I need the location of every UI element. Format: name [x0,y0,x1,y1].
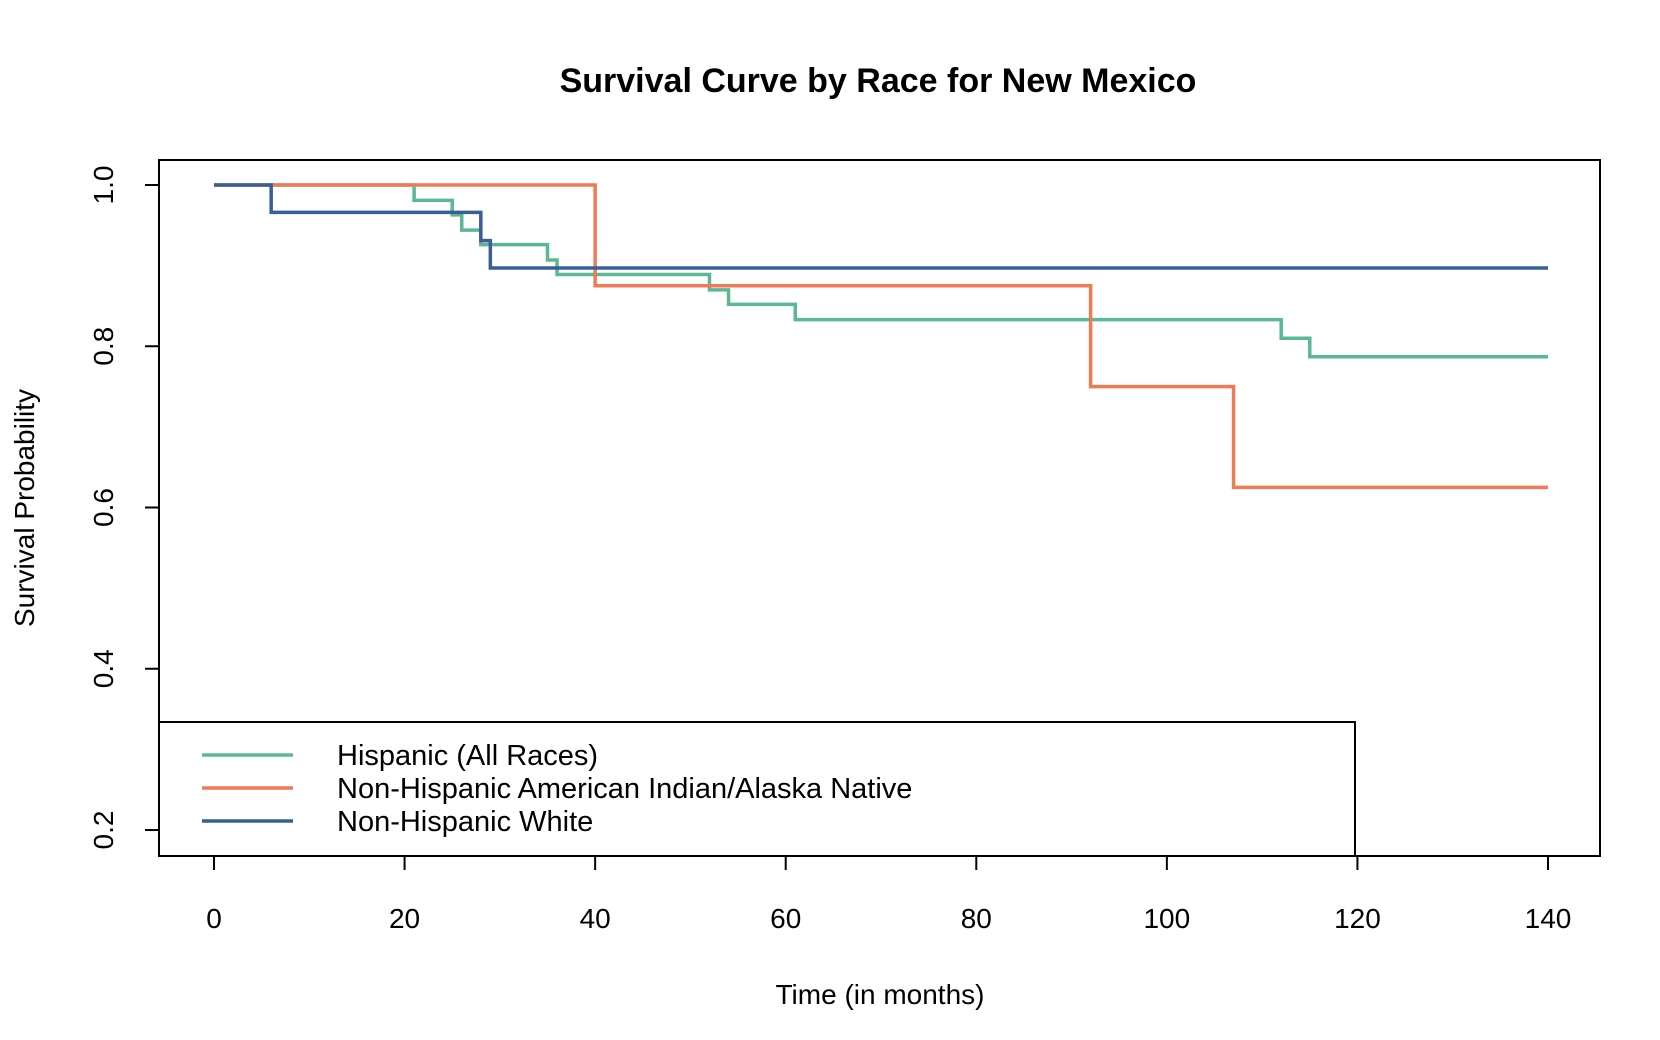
legend-label: Hispanic (All Races) [337,740,598,772]
chart-title: Survival Curve by Race for New Mexico [560,62,1197,100]
y-tick-label: 0.6 [88,488,119,527]
y-tick-label: 0.2 [88,811,119,850]
y-tick-label: 0.8 [88,327,119,366]
y-tick-label: 1.0 [88,166,119,205]
x-tick-label: 80 [961,903,992,934]
legend-label: Non-Hispanic American Indian/Alaska Nati… [337,773,912,805]
x-tick-label: 60 [770,903,801,934]
x-axis-label: Time (in months) [775,979,984,1010]
series-line-2 [214,183,1548,490]
series-group [214,183,1548,490]
x-axis: 0 20 40 60 80 100 120 140 [206,856,1571,934]
legend-label: Non-Hispanic White [337,806,593,838]
x-tick-label: 0 [206,903,222,934]
x-tick-label: 100 [1143,903,1190,934]
legend-box [158,721,1356,857]
y-axis: 0.2 0.4 0.6 0.8 1.0 [88,166,159,850]
x-tick-label: 120 [1334,903,1381,934]
x-tick-label: 140 [1525,903,1572,934]
y-axis-label: Survival Probability [9,389,40,627]
y-tick-label: 0.4 [88,649,119,688]
series-line-3 [214,183,1548,270]
x-tick-label: 20 [389,903,420,934]
x-tick-label: 40 [580,903,611,934]
legend: Hispanic (All Races)Non-Hispanic America… [158,721,1356,857]
